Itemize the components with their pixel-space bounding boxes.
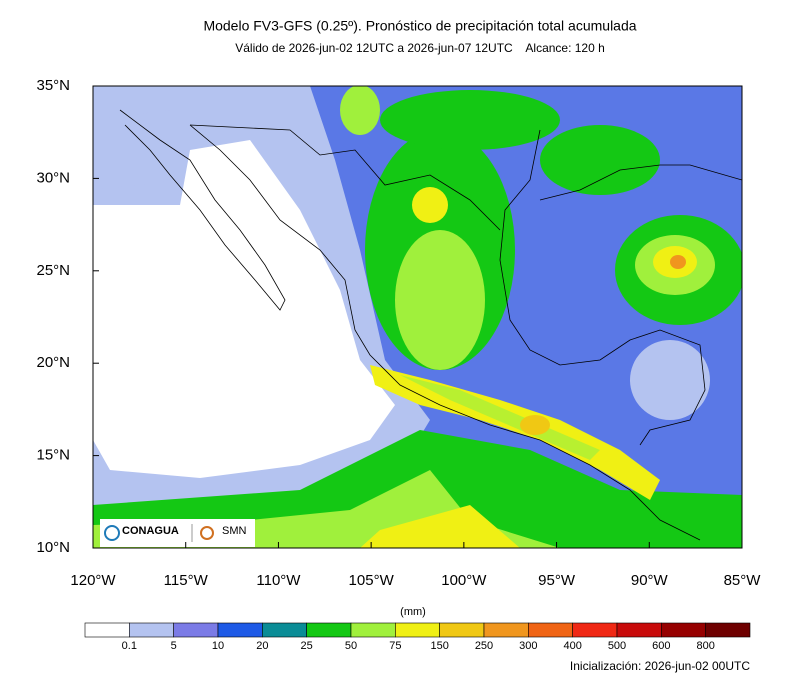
colorbar-box <box>84 622 130 638</box>
coastlines <box>119 109 742 541</box>
colorbar-box <box>705 622 751 638</box>
colorbar-label: 600 <box>652 640 670 652</box>
colorbar-label: 10 <box>212 640 224 652</box>
colorbar-box <box>129 622 174 638</box>
colorbar-label: 250 <box>475 640 493 652</box>
lon-tick-label: 105°W <box>349 572 395 589</box>
colorbar-box <box>661 622 706 638</box>
colorbar-box <box>217 622 263 638</box>
logo-smn: SMN <box>222 525 247 537</box>
colorbar-label: 20 <box>256 640 268 652</box>
colorbar-box <box>262 622 307 638</box>
lat-tick-label: 30°N <box>36 169 70 186</box>
colorbar-box <box>173 622 219 638</box>
lon-tick-label: 120°W <box>70 572 116 589</box>
colorbar-box <box>616 622 662 638</box>
lon-tick-label: 100°W <box>441 572 487 589</box>
init-time: Inicialización: 2026-jun-02 00UTC <box>570 659 750 673</box>
colorbar-label: 800 <box>696 640 714 652</box>
colorbar-label: 0.1 <box>122 640 137 652</box>
logo-conagua: CONAGUA <box>122 525 179 537</box>
colorbar-box <box>306 622 352 638</box>
colorbar-box <box>572 622 618 638</box>
lat-tick-label: 10°N <box>36 539 70 556</box>
colorbar-box <box>350 622 396 638</box>
colorbar-label: 50 <box>345 640 357 652</box>
colorbar-label: 400 <box>563 640 581 652</box>
colorbar-box <box>483 622 529 638</box>
lon-tick-label: 110°W <box>256 572 301 589</box>
lon-tick-label: 115°W <box>164 572 209 589</box>
lat-tick-label: 15°N <box>36 447 70 464</box>
colorbar-label: 500 <box>608 640 626 652</box>
colorbar-box <box>439 622 485 638</box>
colorbar-units: (mm) <box>400 606 426 618</box>
colorbar-label: 300 <box>519 640 537 652</box>
lat-tick-label: 20°N <box>36 354 70 371</box>
lon-tick-label: 85°W <box>724 572 762 589</box>
lat-tick-label: 35°N <box>36 77 70 94</box>
colorbar-label: 75 <box>389 640 401 652</box>
title: Modelo FV3-GFS (0.25º). Pronóstico de pr… <box>203 18 636 34</box>
lon-tick-label: 95°W <box>538 572 576 589</box>
precip-field <box>93 86 742 548</box>
logo-box: CONAGUA SMN <box>100 519 255 547</box>
colorbar-label: 150 <box>430 640 448 652</box>
subtitle: Válido de 2026-jun-02 12UTC a 2026-jun-0… <box>235 41 605 55</box>
colorbar-box <box>528 622 573 638</box>
colorbar-label: 5 <box>171 640 177 652</box>
colorbar-label: 25 <box>301 640 313 652</box>
lon-tick-label: 90°W <box>631 572 669 589</box>
colorbar-box <box>395 622 440 638</box>
map-frame <box>92 85 743 549</box>
lat-tick-label: 25°N <box>36 262 70 279</box>
